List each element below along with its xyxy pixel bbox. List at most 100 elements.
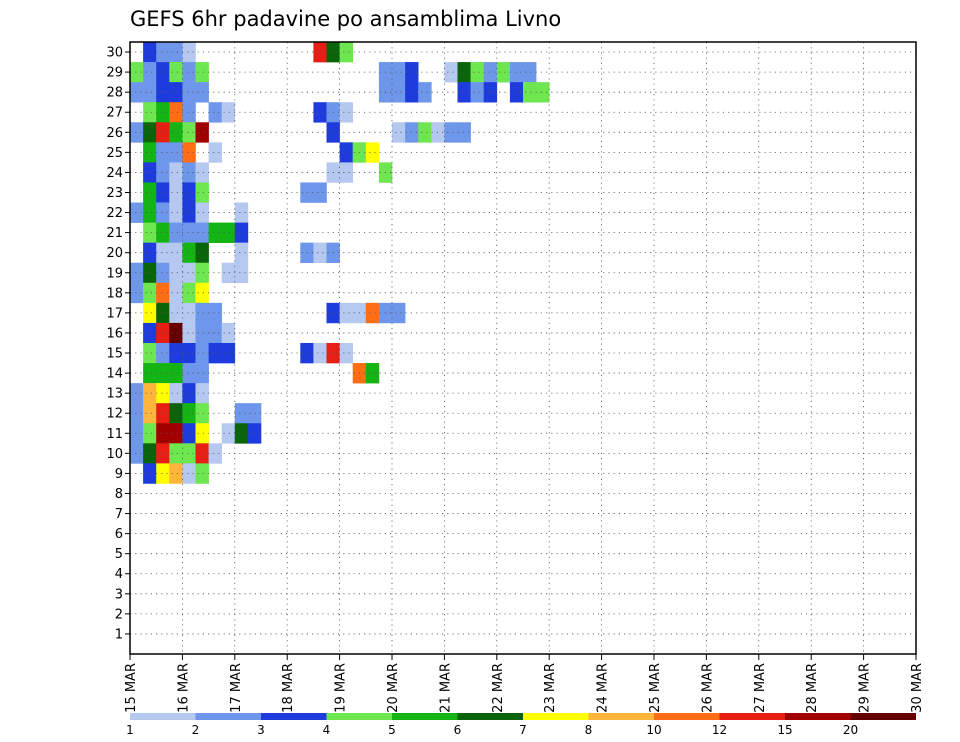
heatmap-cell	[182, 463, 196, 484]
heatmap-cell	[156, 363, 170, 384]
heatmap-cell	[470, 62, 484, 83]
heatmap-cell	[156, 222, 170, 243]
y-tick-label: 6	[115, 527, 123, 542]
heatmap-cell	[182, 423, 196, 444]
x-tick-label: 28 MAR	[805, 663, 820, 713]
heatmap-cell	[339, 142, 353, 163]
heatmap-cell	[313, 242, 327, 264]
heatmap-cell	[143, 342, 157, 364]
x-tick-label: 29 MAR	[858, 663, 873, 713]
heatmap-cell	[143, 322, 157, 344]
colorbar-swatch	[654, 713, 720, 720]
heatmap-cell	[313, 102, 327, 123]
x-tick-label: 25 MAR	[648, 663, 663, 713]
y-tick-label: 15	[106, 347, 123, 362]
heatmap-cell	[143, 363, 157, 384]
heatmap-cell	[130, 383, 144, 404]
heatmap-cell	[143, 122, 157, 143]
y-tick-label: 25	[106, 146, 123, 161]
heatmap-cell	[156, 162, 170, 183]
y-tick-label: 17	[106, 306, 123, 321]
heatmap-cell	[169, 42, 183, 63]
heatmap-cell	[221, 102, 236, 123]
colorbar-swatch	[588, 713, 654, 720]
heatmap-cell	[195, 322, 209, 344]
heatmap-cell	[234, 222, 249, 243]
y-tick-label: 20	[106, 246, 123, 261]
heatmap-cell	[143, 242, 157, 264]
heatmap-cell	[156, 182, 170, 203]
colorbar: 1 2 3 4 5 6 7 8 10 12 15 20	[126, 713, 916, 737]
heatmap-cell	[169, 102, 183, 123]
y-tick-label: 2	[115, 607, 123, 622]
colorbar-label: 20	[843, 723, 858, 737]
heatmap-cell	[182, 182, 196, 203]
heatmap-cell	[156, 302, 170, 324]
x-tick-label: 17 MAR	[229, 663, 244, 713]
y-tick-label: 19	[106, 266, 123, 281]
heatmap-cell	[156, 142, 170, 163]
heatmap-cell	[130, 82, 144, 103]
heatmap-cell	[483, 62, 498, 83]
heatmap-cell	[195, 262, 209, 284]
heatmap-cell	[169, 363, 183, 384]
heatmap-cell	[169, 62, 183, 83]
colorbar-swatch	[785, 713, 851, 720]
heatmap-cell	[313, 42, 327, 63]
heatmap-cell	[182, 62, 196, 83]
heatmap-cell	[130, 443, 144, 464]
x-tick-label: 15 MAR	[124, 663, 139, 713]
heatmap-cell	[195, 423, 209, 444]
heatmap-cell	[195, 443, 209, 464]
heatmap-cell	[536, 82, 550, 103]
heatmap-cell	[156, 322, 170, 344]
heatmap-cell	[195, 342, 209, 364]
y-tick-label: 1	[115, 627, 123, 642]
heatmap-cell	[221, 262, 236, 284]
heatmap-cell	[169, 262, 183, 284]
heatmap-cell	[483, 82, 498, 103]
y-tick-label: 30	[106, 46, 123, 61]
heatmap-cell	[143, 383, 157, 404]
heatmap-cell	[457, 62, 471, 83]
colorbar-label: 1	[126, 723, 134, 737]
heatmap-cell	[418, 82, 432, 103]
heatmap-cell	[143, 302, 157, 324]
heatmap-cell	[169, 463, 183, 484]
heatmap-cell	[509, 82, 524, 103]
heatmap-cell	[169, 82, 183, 103]
heatmap-cell	[156, 122, 170, 143]
heatmap-cell	[169, 383, 183, 404]
x-tick-label: 23 MAR	[543, 663, 558, 713]
heatmap-cell	[156, 463, 170, 484]
heatmap-cell	[182, 222, 196, 243]
heatmap-cell	[169, 122, 183, 143]
y-tick-label: 21	[106, 226, 123, 241]
heatmap-cell	[182, 242, 196, 264]
heatmap-cell	[195, 363, 209, 384]
y-tick-label: 8	[115, 487, 123, 502]
heatmap-cell	[143, 162, 157, 183]
x-tick-label: 19 MAR	[334, 663, 349, 713]
heatmap-cell	[247, 423, 262, 444]
heatmap-cell	[169, 222, 183, 243]
heatmap-cell	[195, 383, 209, 404]
heatmap-cell	[182, 202, 196, 223]
y-tick-label: 23	[106, 186, 123, 201]
heatmap-cell	[169, 162, 183, 183]
heatmap-cell	[234, 423, 249, 444]
heatmap-cell	[523, 62, 537, 83]
heatmap-cell	[195, 242, 209, 264]
heatmap-cell	[182, 122, 196, 143]
heatmap-cell	[339, 102, 353, 123]
heatmap-cell	[509, 62, 524, 83]
x-tick-label: 21 MAR	[438, 663, 453, 713]
heatmap-cell	[156, 403, 170, 424]
heatmap-cell	[182, 262, 196, 284]
y-tick-label: 5	[115, 547, 123, 562]
colorbar-label: 12	[712, 723, 727, 737]
heatmap-cell	[130, 423, 144, 444]
colorbar-swatch	[261, 713, 327, 720]
heatmap-cell	[156, 383, 170, 404]
heatmap-cell	[130, 122, 144, 143]
